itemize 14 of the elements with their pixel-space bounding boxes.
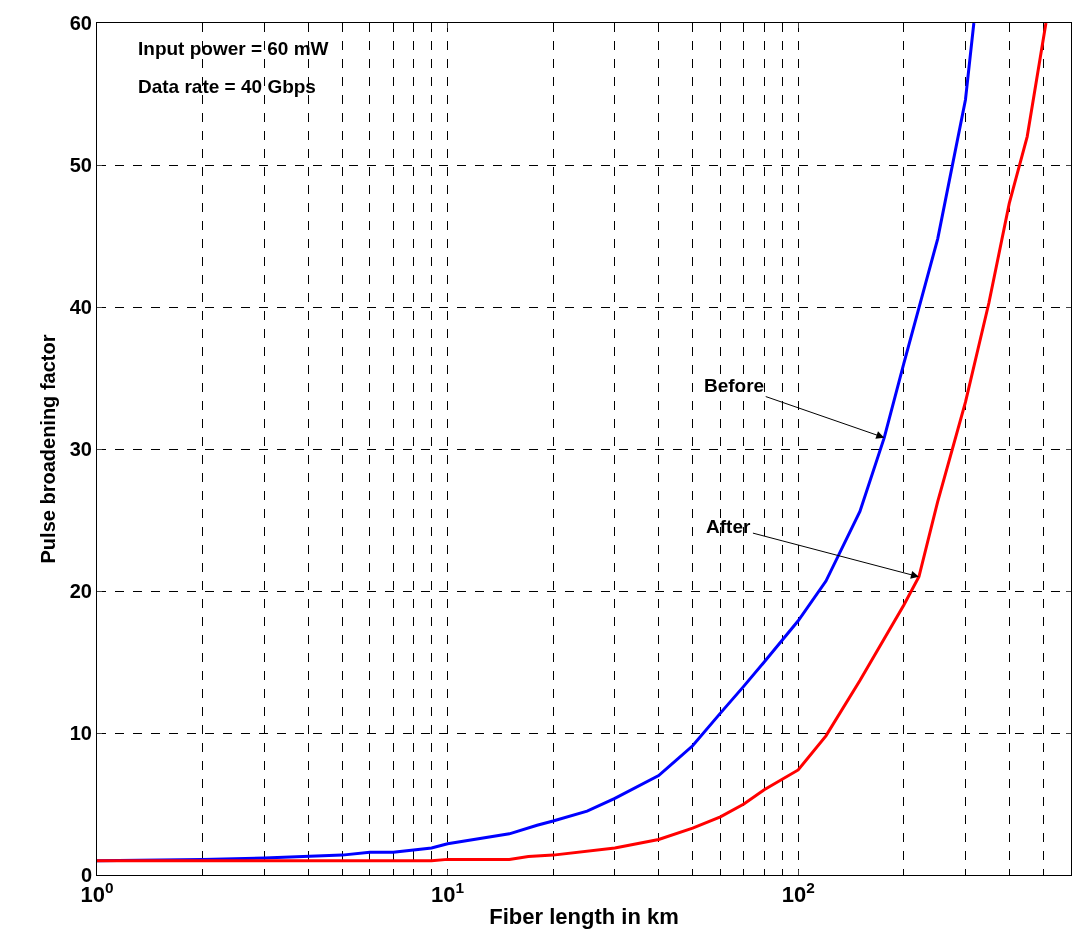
y-tick-label: 40 (69, 296, 92, 318)
y-tick-label: 50 (69, 154, 92, 176)
x-axis-title: Fiber length in km (489, 904, 679, 930)
y-tick-label: 20 (69, 580, 92, 602)
y-tick-label: 30 (69, 438, 92, 460)
x-tick-label: 10$^{2}$ (781, 879, 815, 908)
y-tick-label: 10 (69, 722, 92, 744)
annotation: Data rate = 40 Gbps (138, 76, 316, 97)
y-tick-label: 60 (69, 12, 92, 34)
annotation: Input power = 60 mW (138, 38, 329, 59)
x-tick-label: 10$^{1}$ (431, 879, 465, 908)
annotation: After (706, 516, 751, 537)
annotation: Before (704, 375, 765, 396)
y-axis-title: Pulse broadening factor (37, 334, 60, 564)
